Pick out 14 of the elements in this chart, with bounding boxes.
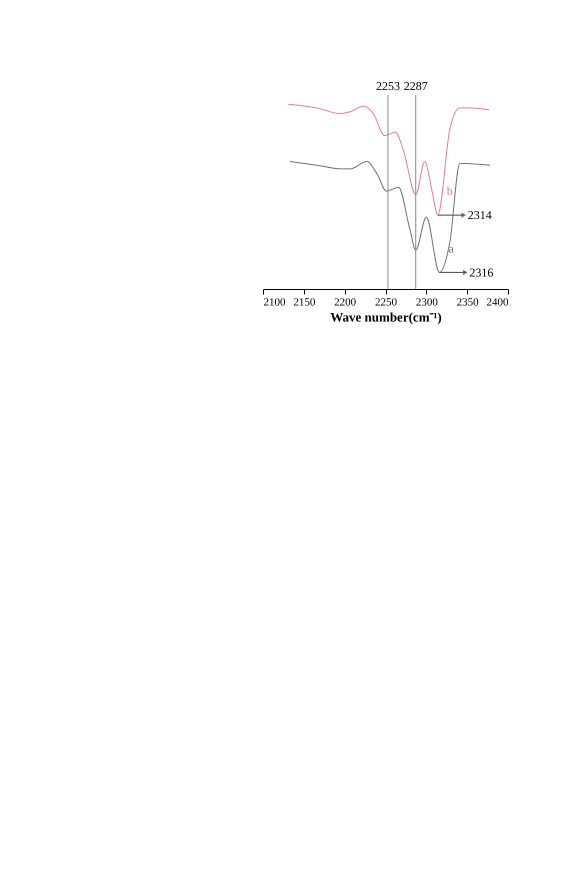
- series-label: b: [446, 184, 453, 198]
- x-tick-label: 2350: [456, 296, 480, 308]
- x-tick-label: 2150: [293, 296, 316, 308]
- x-tick-label: 2100: [264, 296, 286, 308]
- x-tick-label: 2300: [416, 296, 438, 308]
- x-tick-label: 2200: [334, 296, 357, 308]
- annotation: 2314: [468, 208, 492, 222]
- ref-line-label: 2253: [376, 79, 400, 93]
- x-tick-label: 2250: [375, 296, 398, 308]
- annotation: 2316: [469, 265, 494, 280]
- series-label: a: [448, 241, 454, 256]
- ref-line-label: 2287: [404, 79, 428, 93]
- x-axis-title: Wave number(cm⁻¹): [330, 310, 442, 324]
- x-tick-label: 2400: [486, 296, 509, 308]
